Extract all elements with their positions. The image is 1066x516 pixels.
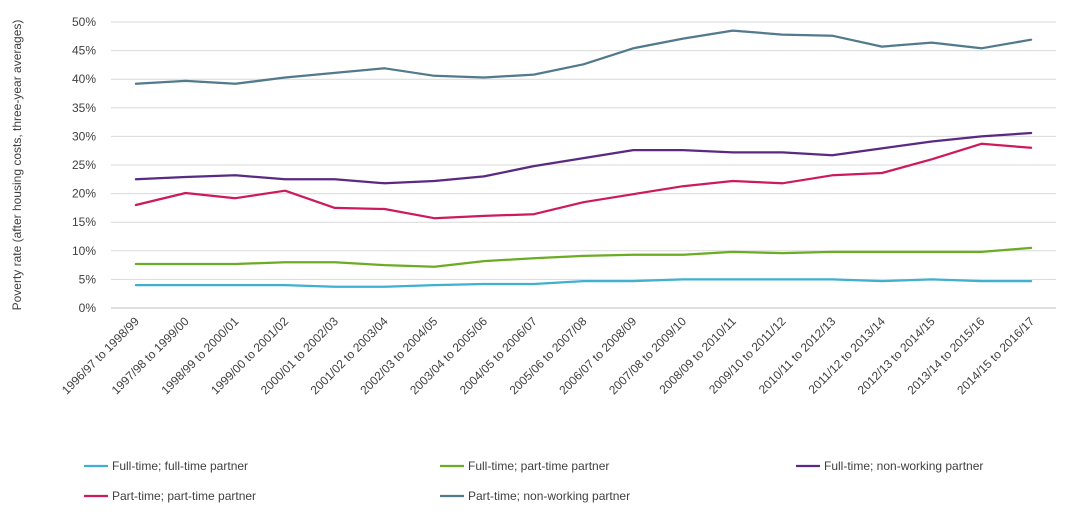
legend-label: Part-time; part-time partner: [112, 489, 256, 503]
legend-label: Part-time; non-working partner: [468, 489, 630, 503]
legend-label: Full-time; part-time partner: [468, 459, 609, 473]
series-line-2: [134, 246, 1033, 268]
y-tick-label: 30%: [72, 129, 96, 143]
y-tick-label: 25%: [72, 158, 96, 172]
y-tick-label: 45%: [72, 44, 96, 58]
legend: Full-time; full-time partner Full-time; p…: [84, 459, 983, 503]
series-line-3: [134, 131, 1033, 185]
series-lines: [134, 29, 1033, 288]
gridlines: [111, 21, 1056, 309]
y-tick-label: 0%: [79, 301, 97, 315]
series-line-5: [134, 29, 1033, 85]
y-tick-label: 5%: [79, 272, 97, 286]
y-tick-label: 15%: [72, 215, 96, 229]
y-tick-label: 35%: [72, 101, 96, 115]
series-line-4: [134, 142, 1033, 220]
y-axis-title: Poverty rate (after housing costs, three…: [10, 20, 24, 311]
y-tick-label: 20%: [72, 187, 96, 201]
y-axis-tick-labels: 0% 5% 10% 15% 20% 25% 30% 35% 40% 45% 50%: [72, 15, 96, 315]
series-line-1: [134, 278, 1033, 288]
y-tick-label: 10%: [72, 244, 96, 258]
y-tick-label: 50%: [72, 15, 96, 29]
legend-label: Full-time; non-working partner: [824, 459, 983, 473]
y-tick-label: 40%: [72, 72, 96, 86]
legend-label: Full-time; full-time partner: [112, 459, 248, 473]
